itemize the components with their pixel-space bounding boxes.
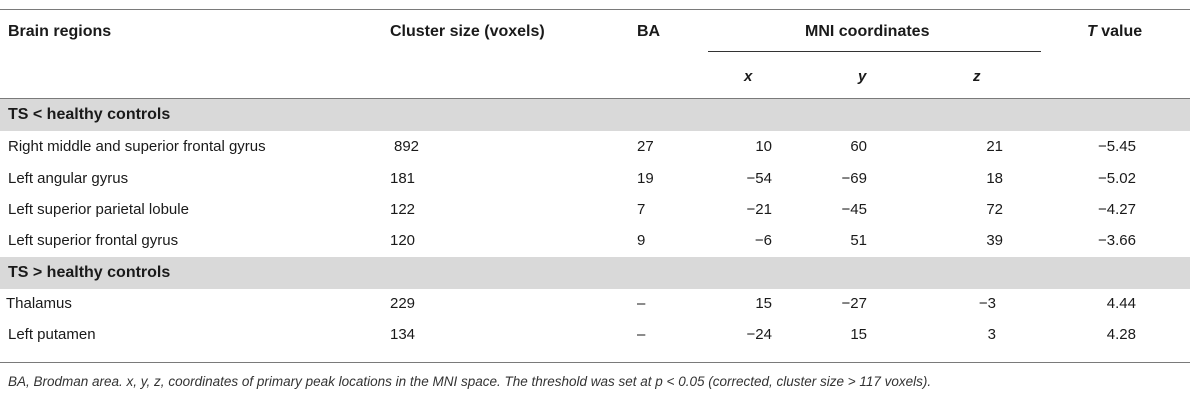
- cluster-size-cell: 120: [390, 232, 416, 249]
- z-cell: −3: [978, 295, 996, 312]
- section-title: TS > healthy controls: [8, 264, 171, 281]
- cluster-size-cell: 181: [390, 170, 416, 187]
- region-cell: Left superior frontal gyrus: [8, 232, 179, 249]
- header-t-value: T value: [1087, 23, 1142, 41]
- z-cell: 39: [986, 232, 1003, 249]
- ba-cell: 27: [637, 138, 654, 155]
- header-z: z: [973, 68, 981, 85]
- ba-cell: –: [637, 295, 646, 312]
- region-cell: Right middle and superior frontal gyrus: [8, 138, 266, 155]
- section-title: TS < healthy controls: [8, 106, 171, 123]
- y-cell: 60: [850, 138, 867, 155]
- y-cell: −27: [841, 295, 867, 312]
- y-cell: 15: [850, 326, 867, 343]
- region-cell: Left superior parietal lobule: [8, 201, 189, 218]
- header-bottom-rule: [0, 98, 1190, 99]
- header-t-rest: value: [1096, 23, 1143, 40]
- x-cell: −21: [746, 201, 772, 218]
- bottom-rule: [0, 362, 1190, 363]
- header-y: y: [858, 68, 867, 85]
- cluster-size-cell: 229: [390, 295, 416, 312]
- section-band: [0, 99, 1190, 131]
- t-cell: 4.28: [1106, 326, 1136, 343]
- t-cell: −5.45: [1098, 138, 1136, 155]
- y-cell: 51: [850, 232, 867, 249]
- x-cell: 15: [755, 295, 772, 312]
- cluster-size-cell: 122: [390, 201, 416, 218]
- cluster-size-cell: 134: [390, 326, 416, 343]
- t-cell: 4.44: [1106, 295, 1136, 312]
- region-cell: Left angular gyrus: [8, 170, 129, 187]
- x-cell: −6: [754, 232, 772, 249]
- mni-underline: [708, 51, 1041, 52]
- header-mni-coordinates: MNI coordinates: [805, 23, 930, 40]
- region-cell: Thalamus: [6, 295, 72, 312]
- z-cell: 72: [986, 201, 1003, 218]
- z-cell: 3: [987, 326, 996, 343]
- cluster-size-cell: 892: [394, 138, 420, 155]
- t-cell: −5.02: [1098, 170, 1136, 187]
- x-cell: 10: [755, 138, 772, 155]
- header-brain-regions: Brain regions: [8, 23, 112, 40]
- region-cell: Left putamen: [8, 326, 96, 343]
- t-cell: −4.27: [1098, 201, 1136, 218]
- z-cell: 21: [986, 138, 1003, 155]
- top-rule: [0, 9, 1190, 10]
- header-cluster-size: Cluster size (voxels): [390, 23, 545, 40]
- y-cell: −69: [841, 170, 867, 187]
- ba-cell: 19: [637, 170, 654, 187]
- ba-cell: 9: [637, 232, 646, 249]
- x-cell: −54: [746, 170, 772, 187]
- header-x: x: [744, 68, 753, 85]
- t-cell: −3.66: [1098, 232, 1136, 249]
- ba-cell: 7: [637, 201, 646, 218]
- header-t-italic: T: [1087, 23, 1097, 40]
- z-cell: 18: [986, 170, 1003, 187]
- header-ba: BA: [637, 23, 661, 40]
- table-footnote: BA, Brodman area. x, y, z, coordinates o…: [8, 374, 932, 389]
- y-cell: −45: [841, 201, 867, 218]
- x-cell: −24: [746, 326, 772, 343]
- section-band: [0, 257, 1190, 289]
- ba-cell: –: [637, 326, 646, 343]
